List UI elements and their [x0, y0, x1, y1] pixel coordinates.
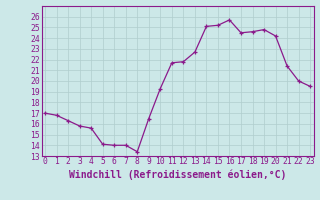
X-axis label: Windchill (Refroidissement éolien,°C): Windchill (Refroidissement éolien,°C)	[69, 169, 286, 180]
